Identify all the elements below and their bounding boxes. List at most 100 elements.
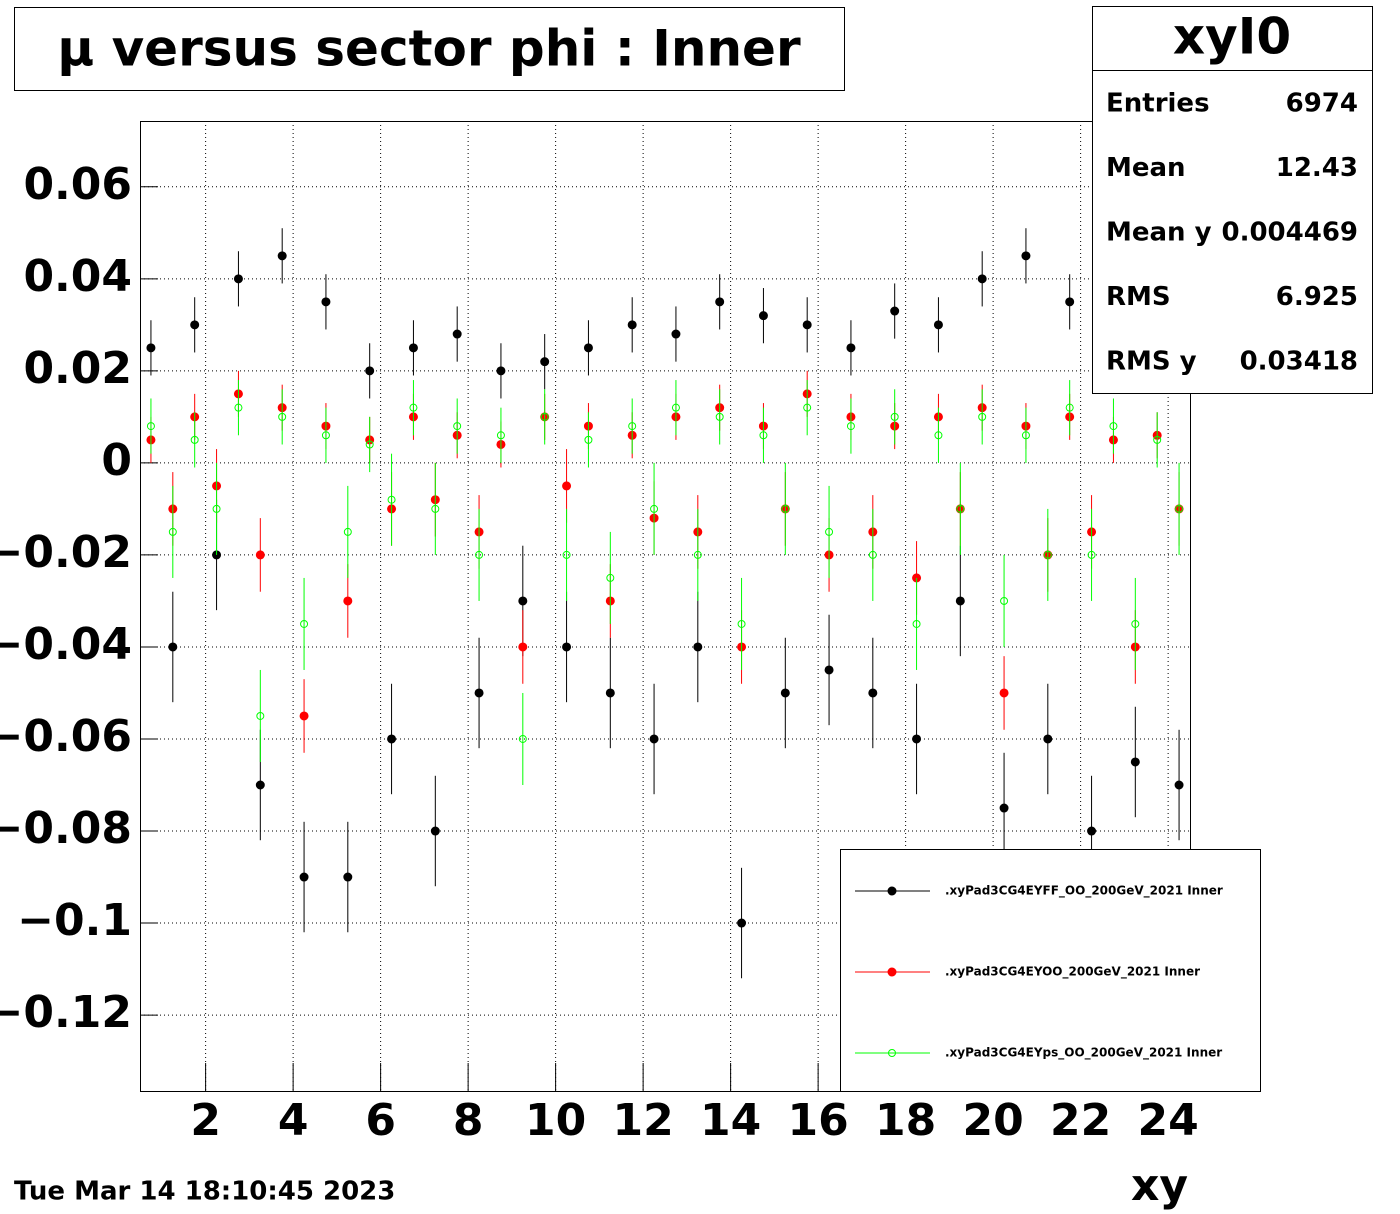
data-point bbox=[781, 504, 790, 513]
x-tick-label: 4 bbox=[278, 1095, 309, 1146]
data-point bbox=[518, 642, 528, 652]
data-point bbox=[277, 251, 287, 261]
data-point bbox=[562, 550, 571, 559]
x-axis-label: xy bbox=[1131, 1160, 1188, 1211]
data-point bbox=[168, 642, 178, 652]
data-point bbox=[934, 431, 943, 440]
y-tick-label: −0.08 bbox=[0, 803, 132, 854]
stats-label: Mean y bbox=[1106, 218, 1212, 248]
data-point bbox=[343, 596, 353, 606]
stats-label: RMS y bbox=[1106, 347, 1197, 377]
data-point bbox=[846, 343, 856, 353]
stats-value: 12.43 bbox=[1276, 153, 1358, 183]
y-tick-label: −0.12 bbox=[0, 987, 132, 1038]
x-tick-label: 8 bbox=[453, 1095, 484, 1146]
x-tick-label: 16 bbox=[788, 1095, 849, 1146]
data-point bbox=[715, 412, 724, 421]
data-point bbox=[868, 688, 878, 698]
data-point bbox=[387, 495, 396, 504]
stats-label: Mean bbox=[1106, 153, 1186, 183]
y-tick-label: −0.1 bbox=[17, 895, 132, 946]
data-point bbox=[628, 422, 637, 431]
data-point bbox=[365, 366, 375, 376]
data-point bbox=[933, 320, 943, 330]
y-tick-label: 0.04 bbox=[23, 251, 132, 302]
legend: .xyPad3CG4EYFF_OO_200GeV_2021 Inner .xyPa… bbox=[840, 849, 1261, 1092]
data-point bbox=[650, 504, 659, 513]
data-point bbox=[887, 886, 897, 896]
data-point bbox=[408, 343, 418, 353]
data-point bbox=[737, 918, 747, 928]
title-box bbox=[14, 7, 845, 91]
y-tick-label: −0.06 bbox=[0, 711, 132, 762]
data-point bbox=[234, 403, 243, 412]
legend-label: .xyPad3CG4EYOO_200GeV_2021 Inner bbox=[945, 965, 1200, 980]
y-tick-label: −0.02 bbox=[0, 527, 132, 578]
data-point bbox=[1021, 251, 1031, 261]
data-point bbox=[431, 504, 440, 513]
data-point bbox=[1043, 734, 1053, 744]
data-point bbox=[496, 431, 505, 440]
data-point bbox=[321, 297, 331, 307]
data-point bbox=[627, 320, 637, 330]
data-point bbox=[496, 366, 506, 376]
data-point bbox=[605, 688, 615, 698]
data-point bbox=[1043, 550, 1052, 559]
x-tick-label: 20 bbox=[963, 1095, 1024, 1146]
data-point bbox=[759, 431, 768, 440]
data-point bbox=[912, 734, 922, 744]
data-point bbox=[255, 550, 265, 560]
data-point bbox=[956, 504, 965, 513]
data-point bbox=[387, 734, 397, 744]
data-point bbox=[649, 734, 659, 744]
data-point bbox=[343, 527, 352, 536]
data-point bbox=[693, 642, 703, 652]
data-point bbox=[365, 440, 374, 449]
data-point bbox=[256, 711, 265, 720]
data-point bbox=[999, 688, 1009, 698]
y-tick-label: −0.04 bbox=[0, 619, 132, 670]
y-tick-label: 0.06 bbox=[23, 159, 132, 210]
legend-label: .xyPad3CG4EYps_OO_200GeV_2021 Inner bbox=[945, 1046, 1222, 1061]
data-point bbox=[168, 527, 177, 536]
data-point bbox=[1021, 431, 1030, 440]
data-point bbox=[1174, 780, 1184, 790]
data-point bbox=[758, 311, 768, 321]
stats-label: RMS bbox=[1106, 282, 1171, 312]
data-point bbox=[1130, 757, 1140, 767]
data-point bbox=[562, 481, 572, 491]
x-tick-label: 2 bbox=[190, 1095, 221, 1146]
data-point bbox=[977, 274, 987, 284]
data-point bbox=[475, 550, 484, 559]
data-point bbox=[1087, 826, 1097, 836]
data-point bbox=[453, 422, 462, 431]
data-point bbox=[1000, 596, 1009, 605]
stats-label: Entries bbox=[1106, 89, 1210, 119]
x-tick-label: 14 bbox=[700, 1095, 761, 1146]
data-point bbox=[1087, 550, 1096, 559]
data-point bbox=[890, 412, 899, 421]
data-point bbox=[409, 403, 418, 412]
data-point bbox=[671, 329, 681, 339]
stats-rows: Entries 6974 Mean 12.43 Mean y 0.004469 RMS 6.9… bbox=[1106, 89, 1358, 377]
data-point bbox=[888, 1049, 896, 1057]
data-point bbox=[474, 688, 484, 698]
stats-value: 0.004469 bbox=[1221, 218, 1358, 248]
x-tick-label: 10 bbox=[525, 1095, 586, 1146]
plot-frame bbox=[140, 121, 1191, 1092]
data-point bbox=[583, 343, 593, 353]
data-point bbox=[1175, 504, 1184, 513]
data-point bbox=[999, 803, 1009, 813]
stats-value: 6.925 bbox=[1276, 282, 1358, 312]
data-point bbox=[912, 619, 921, 628]
x-tick-label: 22 bbox=[1050, 1095, 1111, 1146]
data-point bbox=[868, 550, 877, 559]
data-point bbox=[452, 329, 462, 339]
data-point bbox=[584, 435, 593, 444]
stats-value: 6974 bbox=[1286, 89, 1358, 119]
footer-date: Tue Mar 14 18:10:45 2023 bbox=[14, 1177, 395, 1207]
data-point bbox=[1065, 297, 1075, 307]
data-point bbox=[955, 596, 965, 606]
data-point bbox=[540, 357, 550, 367]
x-tick-label: 24 bbox=[1138, 1095, 1199, 1146]
